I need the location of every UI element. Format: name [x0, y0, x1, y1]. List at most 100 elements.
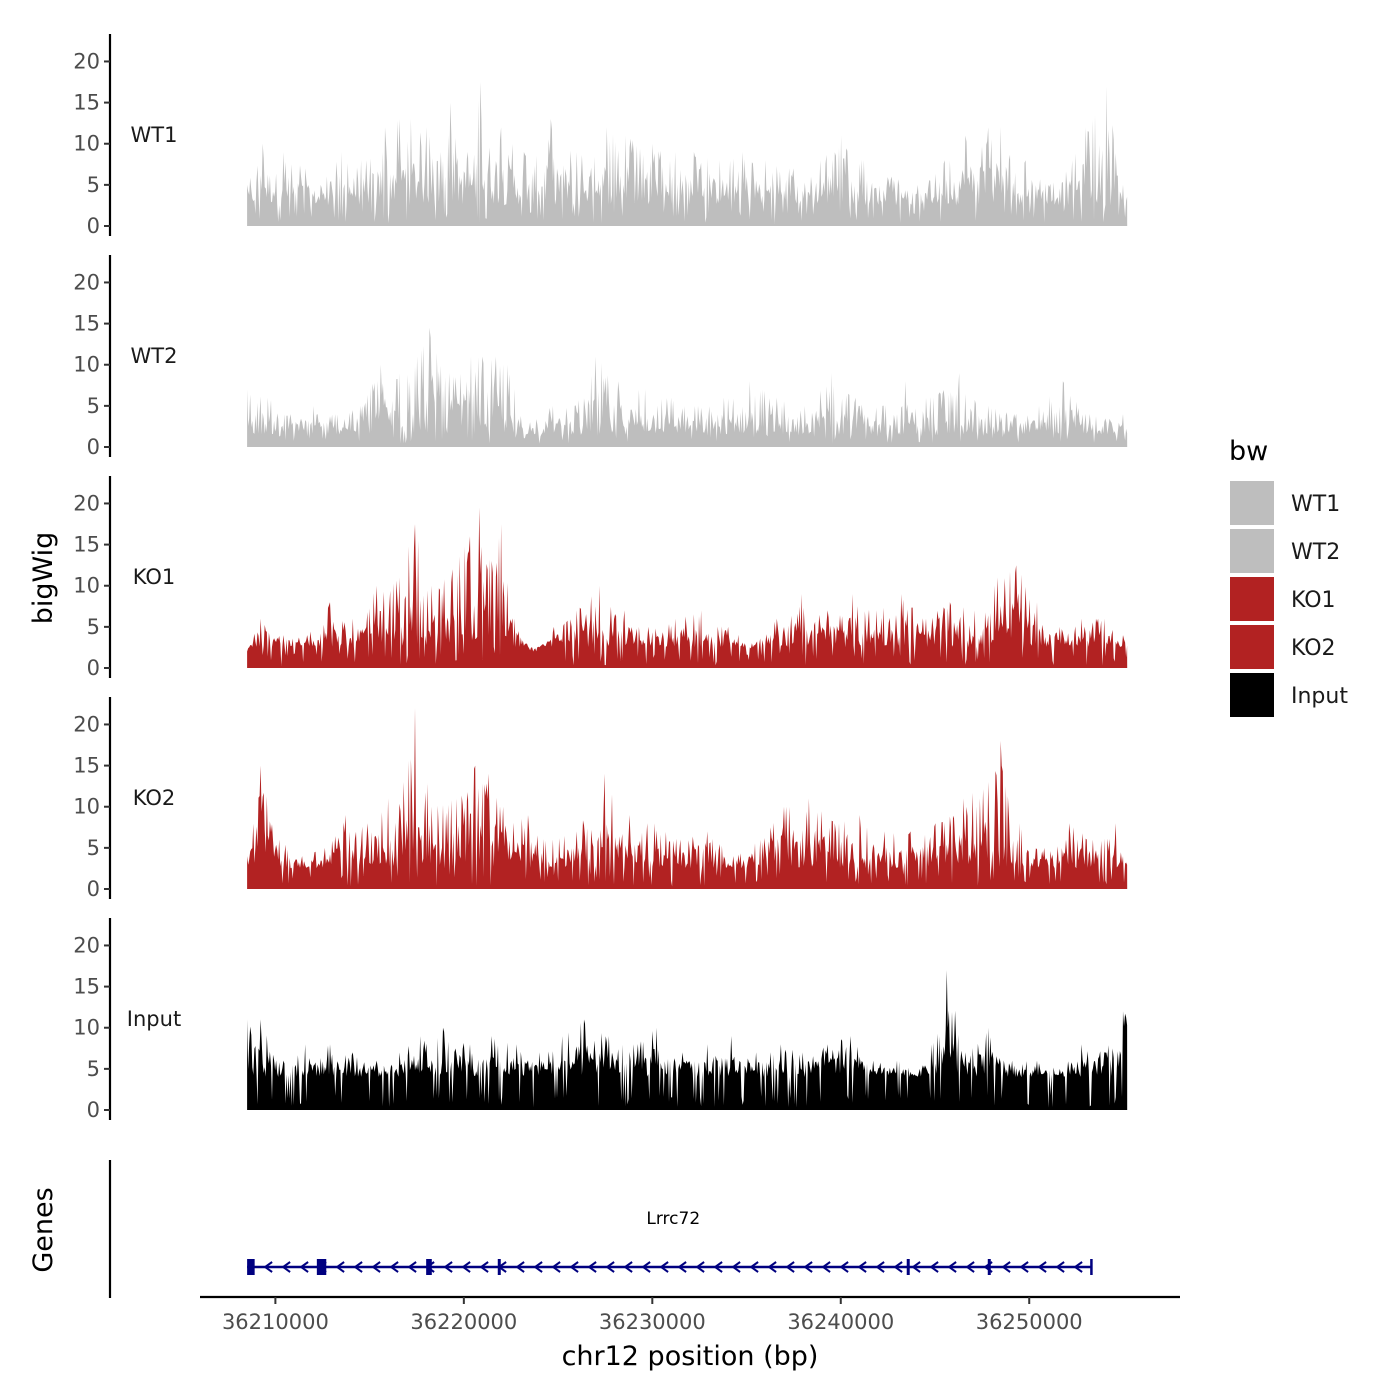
panel-ko1: 0 5 10 15 20 KO1 [73, 476, 1128, 680]
x-tick-label: 36220000 [410, 1310, 517, 1334]
y-axis-title: bigWig [28, 532, 59, 625]
legend-key-ko2 [1228, 623, 1276, 671]
track-panels: 0 5 10 15 20 WT1 0 5 10 15 20 WT2 0 5 10 15 20 KO1 0 5 10 15 2… [73, 34, 1128, 1122]
y-tick-label: 15 [73, 312, 100, 336]
y-tick-label: 20 [73, 712, 100, 736]
track-label-wt1: WT1 [131, 123, 178, 147]
strand-arrow [821, 1261, 831, 1273]
x-tick-label: 36240000 [787, 1310, 894, 1334]
signal-area-wt1 [247, 82, 1128, 226]
strand-arrow [965, 1261, 975, 1273]
y-tick-label: 5 [87, 836, 100, 860]
y-tick-label: 15 [73, 533, 100, 557]
y-tick-label: 5 [87, 394, 100, 418]
strand-arrow [695, 1261, 705, 1273]
y-tick-label: 20 [73, 270, 100, 294]
strand-arrow [551, 1261, 561, 1273]
signal-area-wt2 [247, 327, 1128, 447]
signal-area-ko1 [247, 507, 1128, 668]
strand-arrow [281, 1261, 291, 1273]
strand-arrow [479, 1261, 489, 1273]
legend-label-ko2: KO2 [1291, 636, 1336, 661]
legend-key-input [1228, 671, 1276, 719]
strand-arrow [893, 1261, 903, 1273]
y-tick-label: 10 [73, 353, 100, 377]
exon [426, 1259, 432, 1275]
strand-arrow [947, 1261, 957, 1273]
exon [247, 1259, 255, 1275]
strand-arrow [641, 1261, 651, 1273]
y-tick-label: 20 [73, 491, 100, 515]
strand-arrow [461, 1261, 471, 1273]
y-tick-label: 10 [73, 132, 100, 156]
genes-axis-title: Genes [28, 1187, 59, 1272]
strand-arrow [371, 1261, 381, 1273]
strand-arrow [929, 1261, 939, 1273]
y-tick-label: 20 [73, 933, 100, 957]
legend-key-ko1 [1228, 575, 1276, 623]
y-tick-label: 5 [87, 173, 100, 197]
panel-input: 0 5 10 15 20 Input [73, 918, 1128, 1122]
strand-arrow [1001, 1261, 1011, 1273]
strand-arrow [857, 1261, 867, 1273]
strand-arrow [443, 1261, 453, 1273]
strand-arrow [1019, 1261, 1029, 1273]
y-tick-label: 0 [87, 435, 100, 459]
y-tick-label: 5 [87, 615, 100, 639]
exon [316, 1259, 327, 1275]
legend-title: bw [1229, 436, 1268, 467]
y-tick-label: 10 [73, 1016, 100, 1040]
strand-arrow [335, 1261, 345, 1273]
x-tick-label: 36210000 [222, 1310, 329, 1334]
strand-arrow [1073, 1261, 1083, 1273]
gene-label: Lrrc72 [646, 1209, 700, 1229]
strand-arrow [875, 1261, 885, 1273]
strand-arrow [353, 1261, 363, 1273]
strand-arrow [569, 1261, 579, 1273]
strand-arrow [713, 1261, 723, 1273]
strand-arrow [659, 1261, 669, 1273]
legend: bw WT1 WT2 KO1 KO2 Input [1228, 436, 1348, 719]
legend-label-ko1: KO1 [1291, 588, 1336, 613]
exon [987, 1259, 991, 1275]
strand-arrow [299, 1261, 309, 1273]
legend-key-wt2 [1228, 527, 1276, 575]
y-tick-label: 20 [73, 49, 100, 73]
track-label-ko2: KO2 [133, 786, 176, 810]
strand-arrow [749, 1261, 759, 1273]
y-tick-label: 10 [73, 574, 100, 598]
x-axis: 36210000 36220000 36230000 36240000 36250000 [200, 1295, 1180, 1334]
track-label-wt2: WT2 [131, 344, 178, 368]
gene-track: Lrrc72 [108, 1160, 1093, 1298]
y-tick-label: 10 [73, 795, 100, 819]
y-tick-label: 0 [87, 656, 100, 680]
strand-arrow [1055, 1261, 1065, 1273]
strand-arrow [803, 1261, 813, 1273]
y-tick-label: 15 [73, 91, 100, 115]
exon [906, 1259, 910, 1275]
strand-arrow [587, 1261, 597, 1273]
track-label-ko1: KO1 [133, 565, 176, 589]
strand-arrow [677, 1261, 687, 1273]
x-tick-label: 36230000 [599, 1310, 706, 1334]
x-tick-label: 36250000 [976, 1310, 1083, 1334]
strand-arrow [263, 1261, 273, 1273]
legend-label-wt1: WT1 [1291, 492, 1340, 517]
strand-arrow [911, 1261, 921, 1273]
strand-arrow [389, 1261, 399, 1273]
signal-area-ko2 [247, 708, 1128, 889]
strand-arrow [623, 1261, 633, 1273]
track-label-input: Input [127, 1007, 181, 1031]
y-tick-label: 5 [87, 1057, 100, 1081]
strand-arrow [731, 1261, 741, 1273]
strand-arrow [1037, 1261, 1047, 1273]
strand-arrow [407, 1261, 417, 1273]
strand-arrow [839, 1261, 849, 1273]
strand-arrow [605, 1261, 615, 1273]
strand-arrow [785, 1261, 795, 1273]
strand-arrow [533, 1261, 543, 1273]
strand-arrow [767, 1261, 777, 1273]
panel-wt2: 0 5 10 15 20 WT2 [73, 255, 1128, 459]
exon [497, 1259, 501, 1275]
